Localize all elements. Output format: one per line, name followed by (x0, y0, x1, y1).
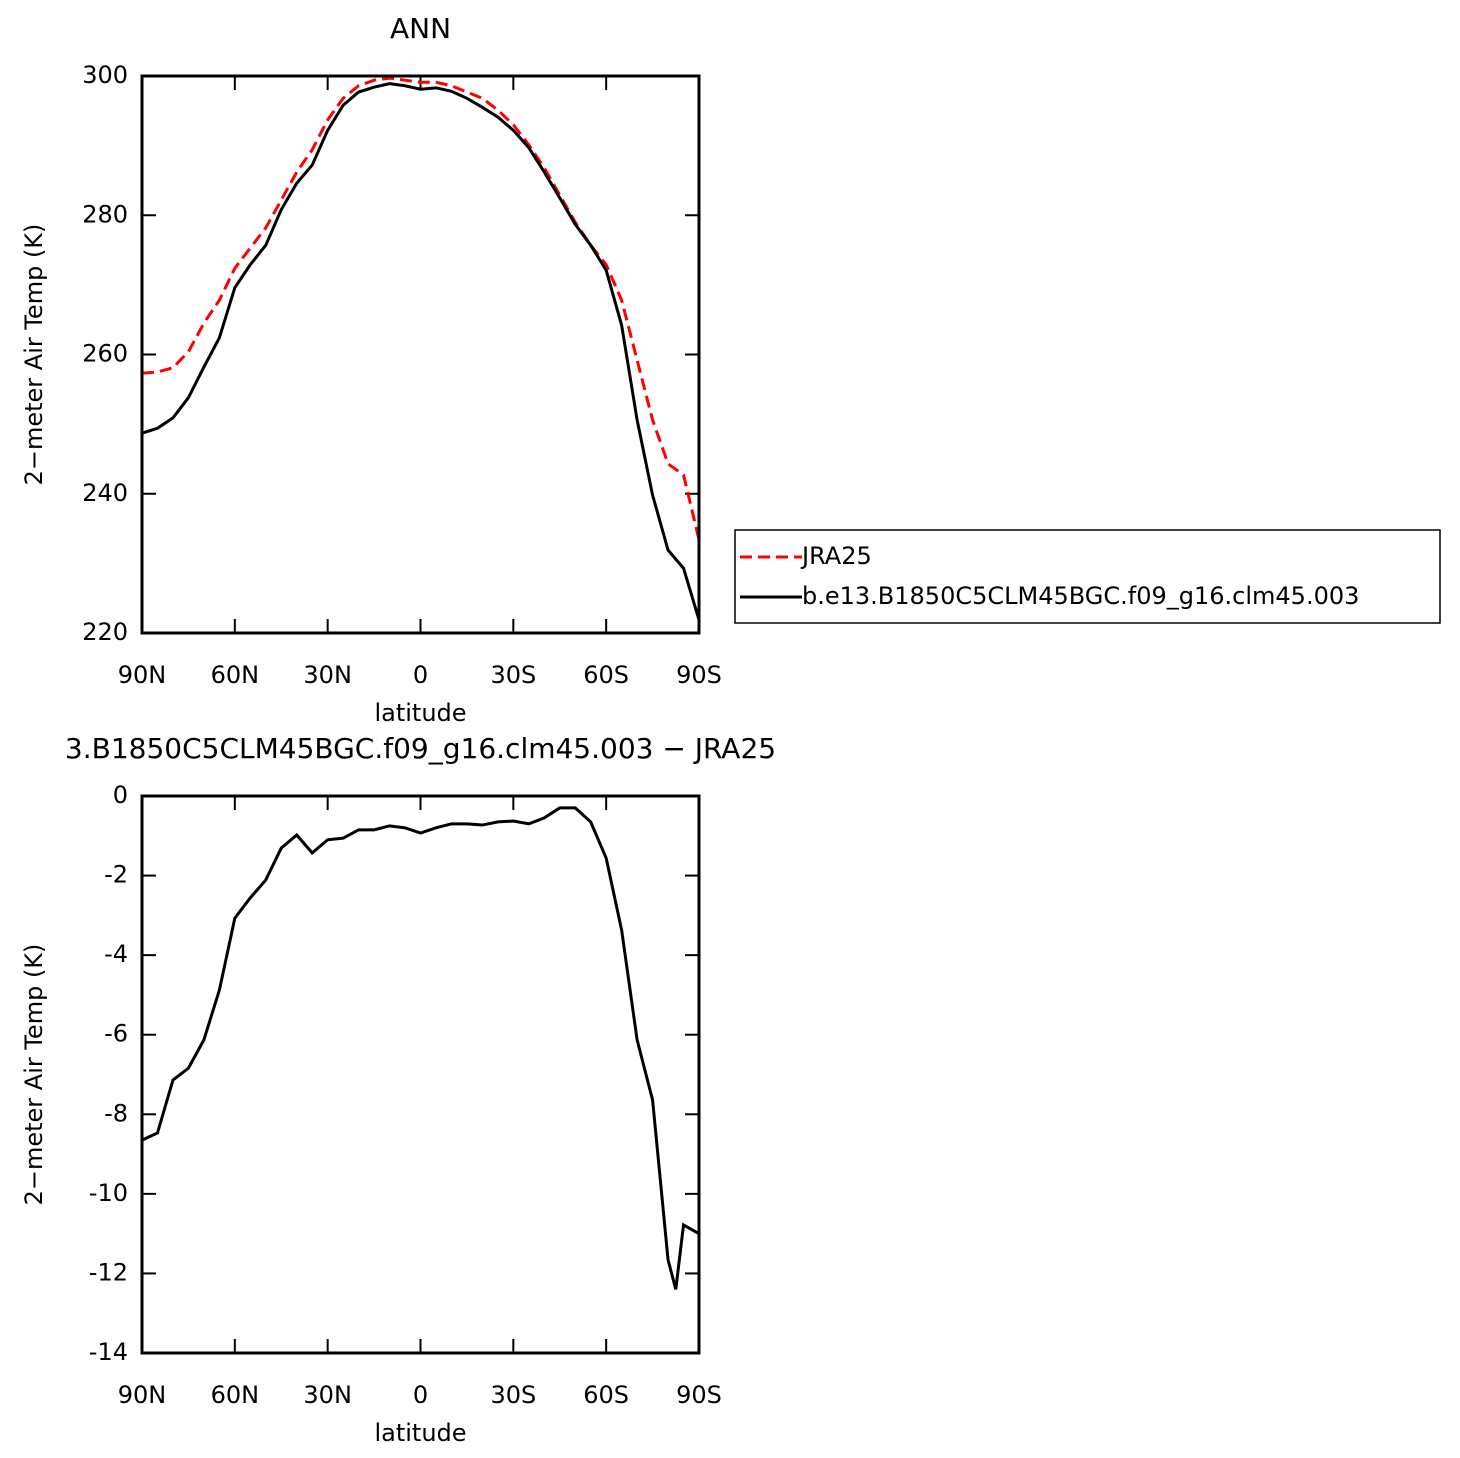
x-tick-label: 90N (118, 661, 167, 689)
x-axis-label: latitude (374, 1419, 466, 1447)
data-line (141, 806, 700, 1290)
x-tick-label: 30S (490, 1381, 536, 1409)
chart-title: ANN (390, 12, 451, 45)
x-tick-label: 90S (676, 1381, 722, 1409)
x-tick-label: 60N (211, 1381, 260, 1409)
x-tick-label: 60N (211, 661, 260, 689)
y-tick-label: 300 (82, 61, 128, 89)
data-line (141, 82, 701, 621)
x-tick-label: 30N (303, 661, 352, 689)
y-tick-label: -8 (104, 1099, 128, 1127)
y-axis-label: 2−meter Air Temp (K) (20, 944, 48, 1206)
y-tick-label: -12 (89, 1258, 128, 1286)
y-tick-label: 280 (82, 200, 128, 228)
y-tick-label: 220 (82, 618, 128, 646)
y-tick-label: -2 (104, 861, 128, 889)
plot-frame (140, 794, 701, 1355)
x-axis-label: latitude (374, 699, 466, 727)
chart-title: 3.B1850C5CLM45BGC.f09_g16.clm45.003 − JR… (65, 732, 776, 765)
x-tick-label: 30N (303, 1381, 352, 1409)
y-tick-label: -6 (104, 1020, 128, 1048)
y-tick-label: -10 (89, 1179, 128, 1207)
x-tick-label: 90S (676, 661, 722, 689)
legend-box (734, 529, 1441, 624)
legend-label: JRA25 (800, 542, 872, 570)
legend-label: b.e13.B1850C5CLM45BGC.f09_g16.clm45.003 (802, 582, 1359, 610)
y-tick-label: -4 (104, 940, 128, 968)
y-tick-label: 0 (113, 781, 128, 809)
y-tick-label: -14 (89, 1338, 128, 1366)
x-tick-label: 90N (118, 1381, 167, 1409)
x-tick-label: 60S (583, 1381, 629, 1409)
y-tick-label: 240 (82, 479, 128, 507)
x-tick-label: 0 (413, 1381, 428, 1409)
x-tick-label: 60S (583, 661, 629, 689)
x-tick-label: 30S (490, 661, 536, 689)
plot-frame (140, 74, 701, 635)
x-tick-label: 0 (413, 661, 428, 689)
data-line (141, 76, 701, 541)
y-tick-label: 260 (82, 340, 128, 368)
y-axis-label: 2−meter Air Temp (K) (20, 224, 48, 486)
